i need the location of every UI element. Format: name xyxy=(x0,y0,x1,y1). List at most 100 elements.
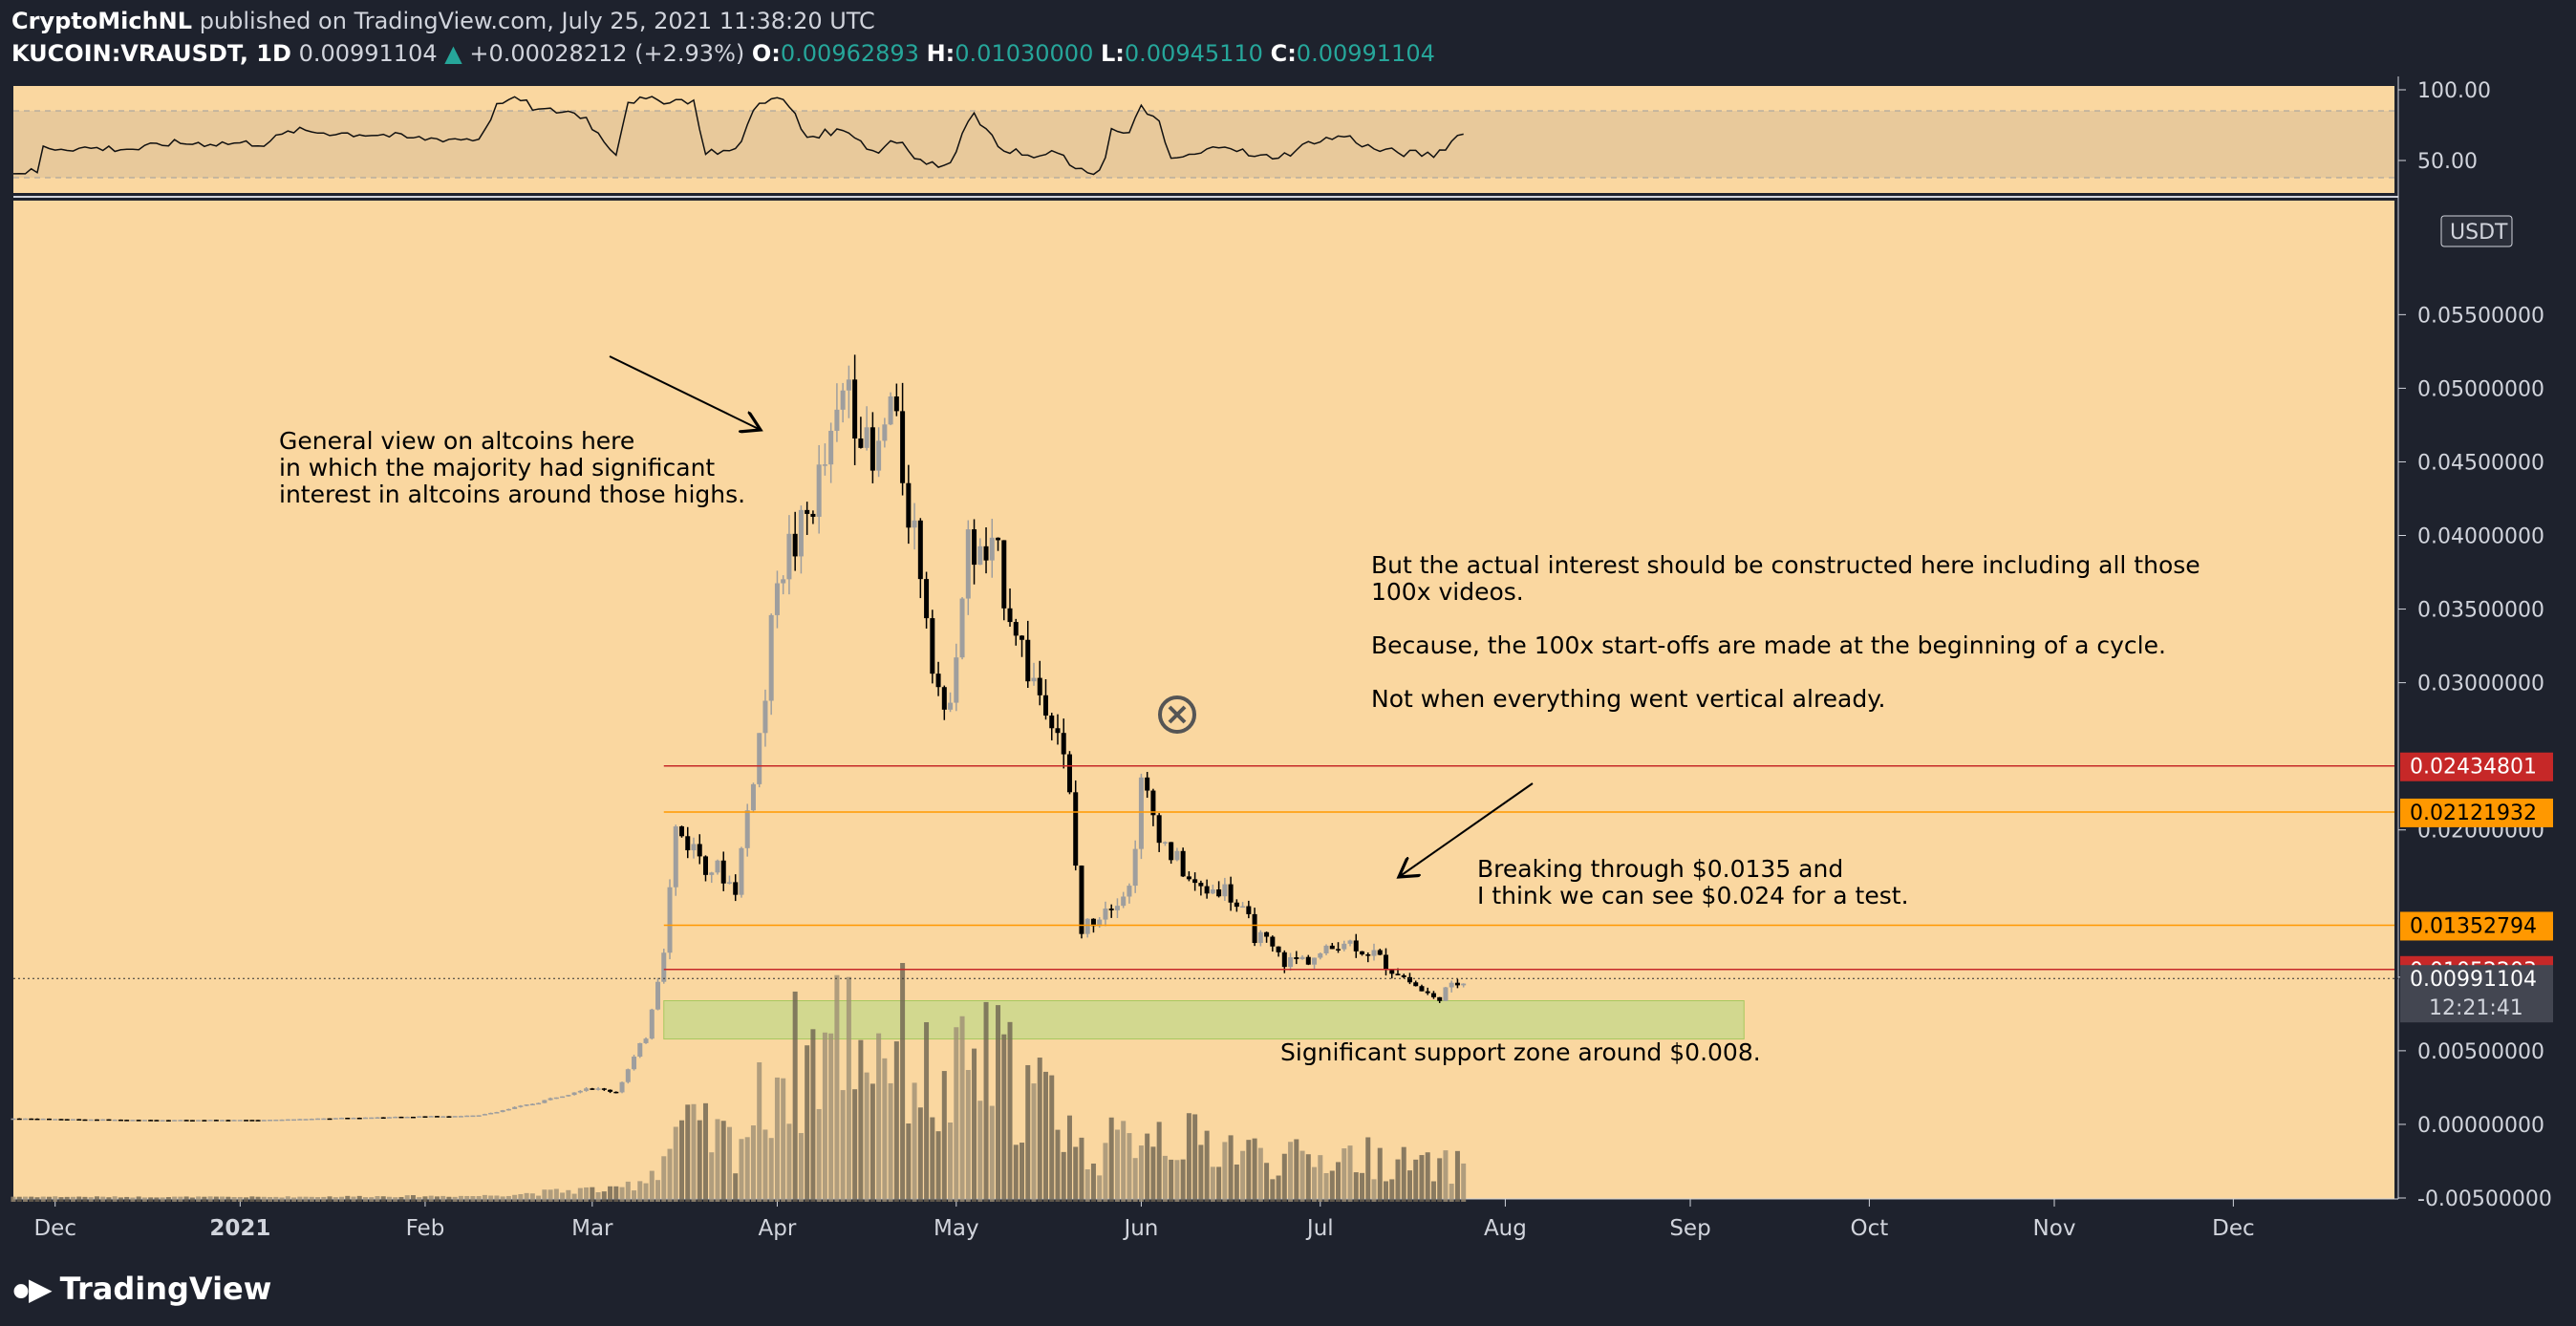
volume-bar xyxy=(34,1197,40,1202)
candle-body xyxy=(261,1120,267,1122)
volume-bar xyxy=(1371,1179,1377,1202)
volume-bar xyxy=(1377,1147,1383,1202)
tradingview-logo-icon: ⦁▶ xyxy=(13,1271,53,1307)
volume-bar xyxy=(1419,1155,1425,1202)
candle-body xyxy=(1031,677,1037,682)
candle-body xyxy=(1180,850,1186,877)
price-chart[interactable]: 100.00 50.00 0.05500000 0.05000000 0.0450000… xyxy=(0,76,2576,1261)
candle-body xyxy=(720,860,726,884)
candle-body xyxy=(888,396,893,425)
candle-body xyxy=(1281,952,1287,968)
level-label: 0.02121932 xyxy=(2410,802,2537,825)
candle-body xyxy=(977,545,983,566)
volume-bar xyxy=(1430,1181,1436,1202)
level-label: 0.01352794 xyxy=(2410,914,2537,938)
x-tick-label: Feb xyxy=(406,1216,445,1241)
volume-bar xyxy=(1150,1146,1156,1202)
volume-bar xyxy=(309,1196,314,1202)
volume-bar xyxy=(1329,1170,1335,1202)
volume-bar xyxy=(172,1196,178,1202)
candle-body xyxy=(864,427,869,448)
candle-body xyxy=(249,1120,255,1122)
candle-body xyxy=(608,1089,613,1092)
volume-bar xyxy=(1138,1145,1144,1202)
candle-body xyxy=(53,1119,58,1121)
symbol[interactable]: KUCOIN:VRAUSDT, 1D xyxy=(11,40,291,67)
volume-bar xyxy=(398,1196,404,1202)
volume-bar xyxy=(1037,1058,1042,1202)
volume-bar xyxy=(536,1195,542,1202)
candle-body xyxy=(1103,909,1108,920)
volume-bar xyxy=(100,1196,106,1202)
volume-bar xyxy=(1204,1130,1210,1202)
volume-bar xyxy=(882,1058,888,1202)
volume-bar xyxy=(440,1195,446,1202)
candle-body xyxy=(996,537,1001,541)
volume-bar xyxy=(1216,1166,1222,1202)
candle-body xyxy=(297,1119,303,1121)
x-tick-label: Jul xyxy=(1305,1216,1334,1241)
candle-body xyxy=(207,1120,213,1122)
author-name[interactable]: CryptoMichNL xyxy=(11,8,193,34)
volume-bar xyxy=(196,1196,202,1202)
annotation-line: Significant support zone around $0.008. xyxy=(1280,1038,1761,1066)
volume-bar xyxy=(786,1123,792,1202)
candle-body xyxy=(900,411,906,483)
candle-body xyxy=(1114,906,1120,910)
volume-bar xyxy=(577,1187,583,1202)
volume-bar xyxy=(828,1033,834,1202)
volume-bar xyxy=(64,1196,70,1202)
candle-body xyxy=(697,844,702,857)
volume-bar xyxy=(941,1071,947,1202)
volume-bar xyxy=(1174,1160,1180,1202)
candle-body xyxy=(309,1119,314,1121)
candle-body xyxy=(404,1116,410,1119)
candle-body xyxy=(846,379,851,391)
volume-bar xyxy=(774,1077,780,1202)
volume-bar xyxy=(1318,1155,1323,1202)
candle-body xyxy=(571,1092,577,1096)
candle-body xyxy=(1401,974,1406,977)
candle-body xyxy=(46,1118,52,1121)
volume-bar xyxy=(315,1197,321,1202)
price-change: +0.00028212 (+2.93%) xyxy=(469,40,745,67)
volume-bar xyxy=(846,976,851,1202)
candle-body xyxy=(1413,982,1419,987)
volume-bar xyxy=(584,1187,590,1202)
candle-body xyxy=(1240,906,1246,909)
candle-body xyxy=(954,657,959,703)
volume-bar xyxy=(1240,1150,1246,1202)
candle-body xyxy=(744,810,750,848)
volume-bar xyxy=(983,1001,989,1202)
volume-bar xyxy=(1127,1133,1132,1202)
candle-body xyxy=(315,1118,321,1121)
candle-body xyxy=(959,598,965,658)
candle-body xyxy=(1073,792,1079,866)
volume-bar xyxy=(529,1193,535,1202)
tradingview-brand[interactable]: ⦁▶ TradingView xyxy=(13,1271,271,1308)
volume-bar xyxy=(1186,1113,1191,1202)
countdown-label: 12:21:41 xyxy=(2429,996,2523,1020)
candle-body xyxy=(1318,952,1323,958)
candle-body xyxy=(613,1091,619,1094)
candle-body xyxy=(1246,906,1252,914)
volume-bar xyxy=(482,1194,487,1202)
volume-bar xyxy=(356,1195,362,1202)
currency-tag xyxy=(2440,215,2513,247)
last-price-tag xyxy=(2400,965,2553,1023)
volume-bar xyxy=(1055,1129,1061,1202)
volume-bar xyxy=(864,1072,869,1202)
volume-bar xyxy=(685,1104,691,1202)
candle-body xyxy=(882,424,888,441)
candle-body xyxy=(1365,953,1371,956)
candle-body xyxy=(1371,950,1377,956)
candle-body xyxy=(553,1097,559,1100)
volume-bar xyxy=(386,1196,392,1202)
volume-bar xyxy=(231,1196,237,1202)
candle-body xyxy=(673,826,678,888)
volume-bar xyxy=(744,1137,750,1202)
candle-body xyxy=(989,537,995,561)
annotation-line: But the actual interest should be constr… xyxy=(1371,551,2200,579)
candle-body xyxy=(327,1118,333,1121)
volume-bar xyxy=(1007,1021,1013,1202)
